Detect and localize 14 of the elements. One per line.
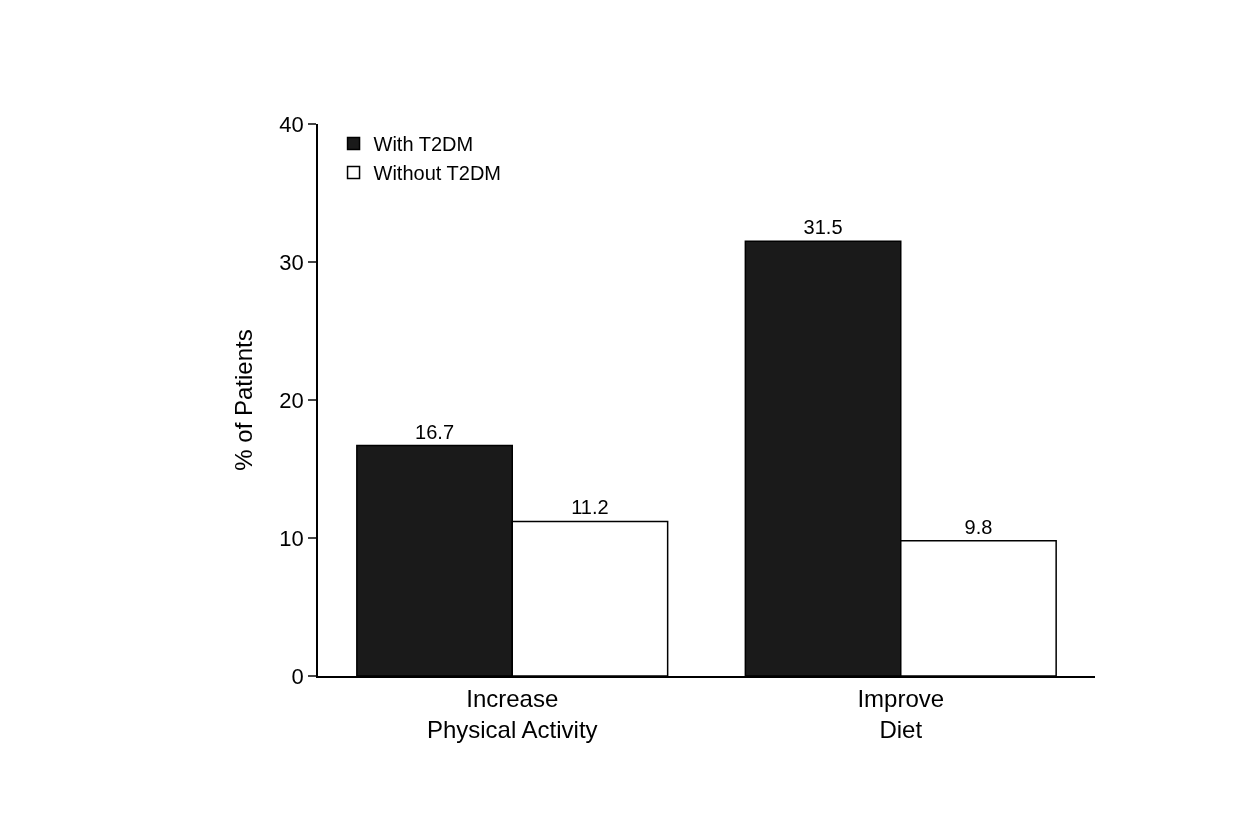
data-label: 31.5 xyxy=(803,216,843,239)
y-tick-label: 20 xyxy=(279,387,304,413)
y-tick-label: 10 xyxy=(279,525,304,551)
y-axis-title: % of Patients xyxy=(229,329,257,471)
x-tick-label: Increase Physical Activity xyxy=(426,684,598,743)
y-tick-label: 40 xyxy=(279,111,304,137)
data-label: 9.8 xyxy=(964,515,993,538)
data-label: 16.7 xyxy=(415,420,455,443)
y-tick-label: 30 xyxy=(279,249,304,275)
x-tick-label: Improve Diet xyxy=(857,684,945,743)
data-label: 11.2 xyxy=(571,496,609,519)
legend-label: With T2DM xyxy=(373,133,474,156)
y-tick-label: 0 xyxy=(291,663,304,689)
legend-label: Without T2DM xyxy=(373,162,501,185)
